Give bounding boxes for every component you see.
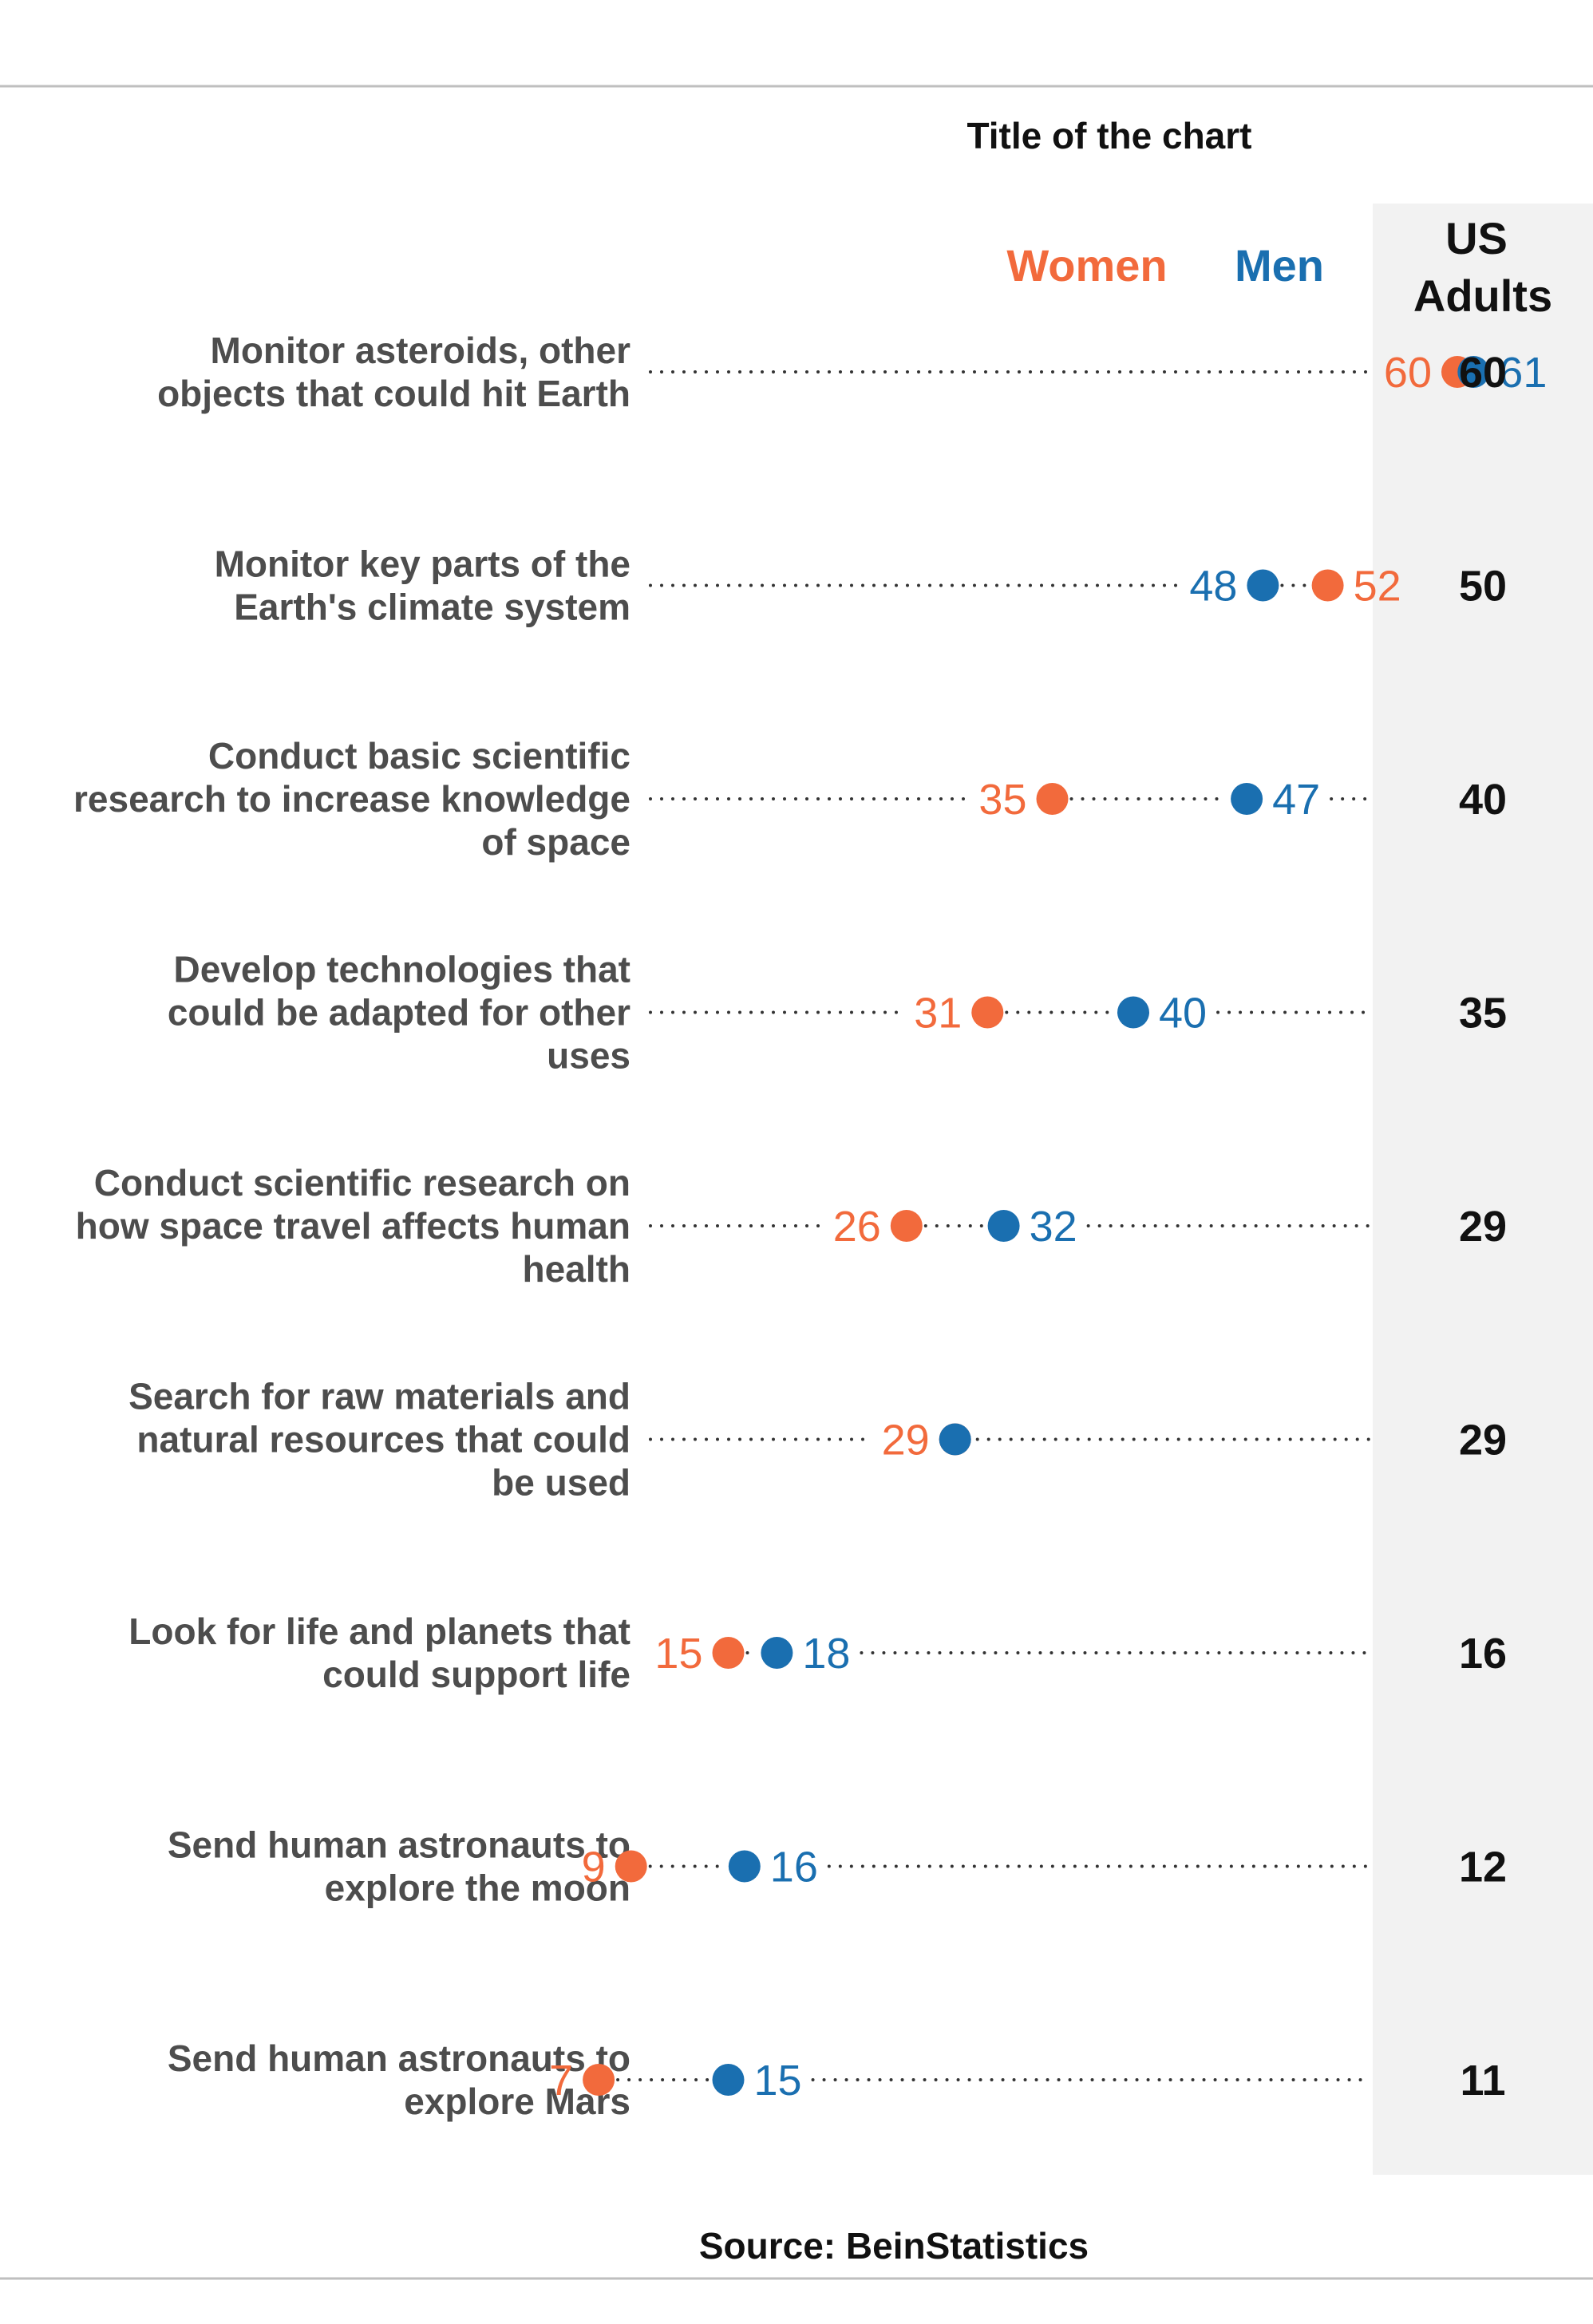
category-label-line: Send human astronauts to xyxy=(168,1824,630,1866)
men-value-label: 61 xyxy=(1499,349,1547,397)
us-adults-value: 40 xyxy=(1459,776,1507,824)
women-value-label: 15 xyxy=(654,1630,702,1678)
legend-women: Women xyxy=(1006,240,1167,290)
men-dot xyxy=(987,1210,1020,1242)
category-label-line: health xyxy=(523,1248,630,1290)
women-value-label: 26 xyxy=(833,1203,881,1251)
women-dot xyxy=(583,2064,615,2096)
men-value-label: 18 xyxy=(802,1630,850,1678)
women-value-label: 31 xyxy=(914,990,962,1038)
category-label-line: Develop technologies that xyxy=(173,949,630,990)
women-dot xyxy=(1311,569,1344,602)
men-dot xyxy=(1247,569,1279,602)
women-value-label: 7 xyxy=(549,2057,573,2105)
us-adults-value: 12 xyxy=(1459,1844,1507,1891)
men-dot xyxy=(939,1423,971,1456)
us-adults-value: 29 xyxy=(1459,1203,1507,1251)
category-label-line: Monitor key parts of the xyxy=(215,543,630,585)
chart-source: Source: BeinStatistics xyxy=(699,2225,1089,2267)
us-adults-value: 50 xyxy=(1459,563,1507,611)
men-value-label: 32 xyxy=(1030,1203,1077,1251)
men-value-label: 40 xyxy=(1159,990,1207,1038)
category-label-line: Conduct basic scientific xyxy=(208,735,630,777)
legend-men: Men xyxy=(1235,240,1324,290)
men-value-label: 16 xyxy=(770,1844,818,1891)
women-value-label: 9 xyxy=(582,1844,606,1891)
category-label-line: could be adapted for other xyxy=(168,992,630,1034)
category-label-line: objects that could hit Earth xyxy=(157,373,630,414)
men-value-label: 48 xyxy=(1189,563,1237,611)
women-value-label: 60 xyxy=(1384,349,1432,397)
category-label-line: Conduct scientific research on xyxy=(94,1162,630,1204)
category-label-line: could support life xyxy=(322,1654,630,1695)
category-label-line: explore the moon xyxy=(325,1868,630,1909)
men-value-label: 15 xyxy=(754,2057,802,2105)
category-label-line: Send human astronauts to xyxy=(168,2037,630,2079)
chart-title: Title of the chart xyxy=(967,115,1252,156)
category-label-line: Monitor asteroids, other xyxy=(211,330,631,371)
us-adults-panel xyxy=(1373,204,1593,2175)
us-adults-header-line2: Adults xyxy=(1413,271,1552,321)
women-value-label: 29 xyxy=(882,1417,930,1464)
women-dot xyxy=(890,1210,923,1242)
women-dot xyxy=(712,1637,745,1669)
women-value-label: 35 xyxy=(978,776,1026,824)
men-dot xyxy=(1457,356,1490,388)
women-dot xyxy=(971,996,1004,1029)
category-label-line: how space travel affects human xyxy=(76,1205,630,1247)
category-label-line: Earth's climate system xyxy=(234,587,630,628)
us-adults-value: 11 xyxy=(1460,2057,1505,2105)
women-dot xyxy=(1036,783,1069,815)
category-label-line: be used xyxy=(492,1462,630,1504)
men-dot xyxy=(728,1850,761,1883)
men-dot xyxy=(1117,996,1149,1029)
men-dot xyxy=(761,1637,793,1669)
category-label-line: natural resources that could xyxy=(136,1419,630,1460)
men-value-label: 47 xyxy=(1272,776,1320,824)
us-adults-value: 16 xyxy=(1459,1630,1507,1678)
category-label-line: of space xyxy=(481,821,630,863)
category-label-line: research to increase knowledge xyxy=(73,778,630,820)
us-adults-value: 29 xyxy=(1459,1417,1507,1464)
category-label-line: Look for life and planets that xyxy=(128,1611,630,1652)
men-dot xyxy=(712,2064,745,2096)
us-adults-value: 35 xyxy=(1459,990,1507,1038)
us-adults-value: 60 xyxy=(1459,349,1507,397)
category-label-line: Search for raw materials and xyxy=(128,1376,630,1417)
women-value-label: 52 xyxy=(1354,563,1401,611)
us-adults-header-line1: US xyxy=(1445,213,1508,263)
men-dot xyxy=(1231,783,1263,815)
category-label-line: uses xyxy=(547,1035,630,1077)
women-dot xyxy=(615,1850,647,1883)
